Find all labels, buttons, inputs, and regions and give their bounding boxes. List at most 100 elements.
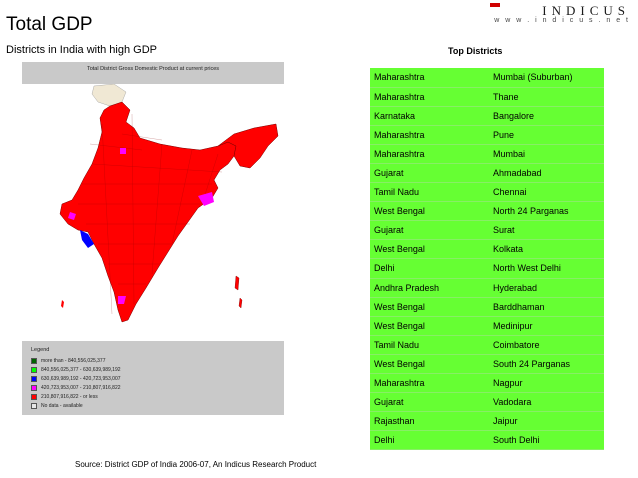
district-cell: Vadodara <box>489 392 604 413</box>
india-district-map <box>59 84 279 323</box>
district-cell: Mumbai <box>489 144 604 164</box>
table-row: Delhi North West Delhi <box>370 258 604 279</box>
district-cell: Coimbatore <box>489 335 604 355</box>
state-cell: West Bengal <box>370 316 489 336</box>
district-cell: Barddhaman <box>489 297 604 317</box>
district-cell: Chennai <box>489 182 604 203</box>
top-districts-title: Top Districts <box>448 46 503 56</box>
brand-mark-icon <box>490 3 501 7</box>
district-cell: Jaipur <box>489 411 604 432</box>
table-row: Maharashtra Thane <box>370 87 604 107</box>
state-cell: Andhra Pradesh <box>370 278 489 298</box>
map-region-magenta-delhi <box>120 148 126 154</box>
map-mainland <box>59 101 237 323</box>
brand-url: w w w . i n d i c u s . n e t <box>494 17 630 24</box>
map-region-magenta-east <box>198 192 214 206</box>
state-cell: Maharashtra <box>370 87 489 107</box>
map-region-blue <box>80 230 94 248</box>
legend-swatch <box>31 384 37 391</box>
legend-label: 630,639,989,192 - 420,723,953,007 <box>41 375 121 382</box>
legend-label: more than - 840,556,025,377 <box>41 357 106 364</box>
legend-swatch <box>31 393 37 400</box>
district-cell: Bangalore <box>489 106 604 126</box>
map-region-magenta-west <box>68 212 76 220</box>
state-cell: Tamil Nadu <box>370 335 489 355</box>
legend-label: 840,556,025,377 - 630,639,989,192 <box>41 366 121 373</box>
legend-item: 420,723,953,007 - 210,807,916,822 <box>31 383 284 392</box>
top-districts-table: Maharashtra Mumbai (Suburban) Maharashtra T… <box>370 68 604 451</box>
table-row: Maharashtra Nagpur <box>370 373 604 394</box>
table-row: Karnataka Bangalore <box>370 106 604 126</box>
slide-subtitle: Districts in India with high GDP <box>6 44 157 56</box>
table-row: Gujarat Ahmadabad <box>370 163 604 184</box>
state-cell: Rajasthan <box>370 411 489 432</box>
map-panel: Total District Gross Domestic Product at… <box>22 62 284 338</box>
legend-rows: more than - 840,556,025,377 840,556,025,3… <box>31 356 284 410</box>
map-header: Total District Gross Domestic Product at… <box>22 62 284 84</box>
state-cell: Delhi <box>370 430 489 451</box>
district-cell: Nagpur <box>489 373 604 394</box>
state-cell: Maharashtra <box>370 125 489 145</box>
district-cell: North West Delhi <box>489 258 604 279</box>
table-row: West Bengal Barddhaman <box>370 297 604 317</box>
table-row: West Bengal Kolkata <box>370 239 604 260</box>
legend-item: No data - available <box>31 401 284 410</box>
state-cell: Maharashtra <box>370 144 489 164</box>
legend-label: No data - available <box>41 402 83 409</box>
state-cell: Gujarat <box>370 392 489 413</box>
district-cell: North 24 Parganas <box>489 201 604 222</box>
table-row: Tamil Nadu Coimbatore <box>370 335 604 355</box>
state-cell: Maharashtra <box>370 68 489 88</box>
table-row: Gujarat Vadodara <box>370 392 604 413</box>
slide-title: Total GDP <box>6 14 93 35</box>
table-row: Rajasthan Jaipur <box>370 411 604 432</box>
state-cell: West Bengal <box>370 297 489 317</box>
district-cell: Pune <box>489 125 604 145</box>
legend-item: 210,807,916,822 - or less <box>31 392 284 401</box>
legend-swatch <box>31 375 37 382</box>
table-row: Gujarat Surat <box>370 220 604 241</box>
state-cell: Delhi <box>370 258 489 279</box>
legend-label: 420,723,953,007 - 210,807,916,822 <box>41 384 121 391</box>
map-islands <box>234 275 243 309</box>
district-cell: South Delhi <box>489 430 604 451</box>
legend-item: more than - 840,556,025,377 <box>31 356 284 365</box>
state-cell: Gujarat <box>370 220 489 241</box>
map-lakshadweep <box>61 300 64 308</box>
legend-item: 630,639,989,192 - 420,723,953,007 <box>31 374 284 383</box>
table-row: Maharashtra Mumbai <box>370 144 604 164</box>
legend-title: Legend <box>31 347 50 353</box>
brand-name: INDICUS <box>542 3 630 18</box>
table-row: West Bengal South 24 Parganas <box>370 354 604 375</box>
map-region-magenta-south <box>118 296 126 304</box>
legend-swatch <box>31 357 37 364</box>
state-cell: Tamil Nadu <box>370 182 489 203</box>
district-cell: Hyderabad <box>489 278 604 298</box>
map-legend: Legend more than - 840,556,025,377 840,55… <box>22 341 284 415</box>
state-cell: Maharashtra <box>370 373 489 394</box>
state-cell: Gujarat <box>370 163 489 184</box>
table-row: Tamil Nadu Chennai <box>370 182 604 203</box>
district-cell: Ahmadabad <box>489 163 604 184</box>
district-cell: Medinipur <box>489 316 604 336</box>
legend-swatch <box>31 366 37 373</box>
table-row: Delhi South Delhi <box>370 430 604 451</box>
state-cell: West Bengal <box>370 354 489 375</box>
brand-logo: INDICUS w w w . i n d i c u s . n e t <box>490 3 630 24</box>
table-row: West Bengal North 24 Parganas <box>370 201 604 222</box>
map-northeast <box>217 123 279 169</box>
source-note: Source: District GDP of India 2006-07, A… <box>75 460 317 469</box>
district-cell: South 24 Parganas <box>489 354 604 375</box>
district-cell: Mumbai (Suburban) <box>489 68 604 88</box>
table-row: West Bengal Medinipur <box>370 316 604 336</box>
table-row: Maharashtra Pune <box>370 125 604 145</box>
legend-item: 840,556,025,377 - 630,639,989,192 <box>31 365 284 374</box>
legend-swatch <box>31 402 37 409</box>
state-cell: West Bengal <box>370 201 489 222</box>
district-cell: Kolkata <box>489 239 604 260</box>
table-row: Maharashtra Mumbai (Suburban) <box>370 68 604 88</box>
legend-label: 210,807,916,822 - or less <box>41 393 98 400</box>
state-cell: Karnataka <box>370 106 489 126</box>
district-cell: Surat <box>489 220 604 241</box>
table-row: Andhra Pradesh Hyderabad <box>370 278 604 298</box>
